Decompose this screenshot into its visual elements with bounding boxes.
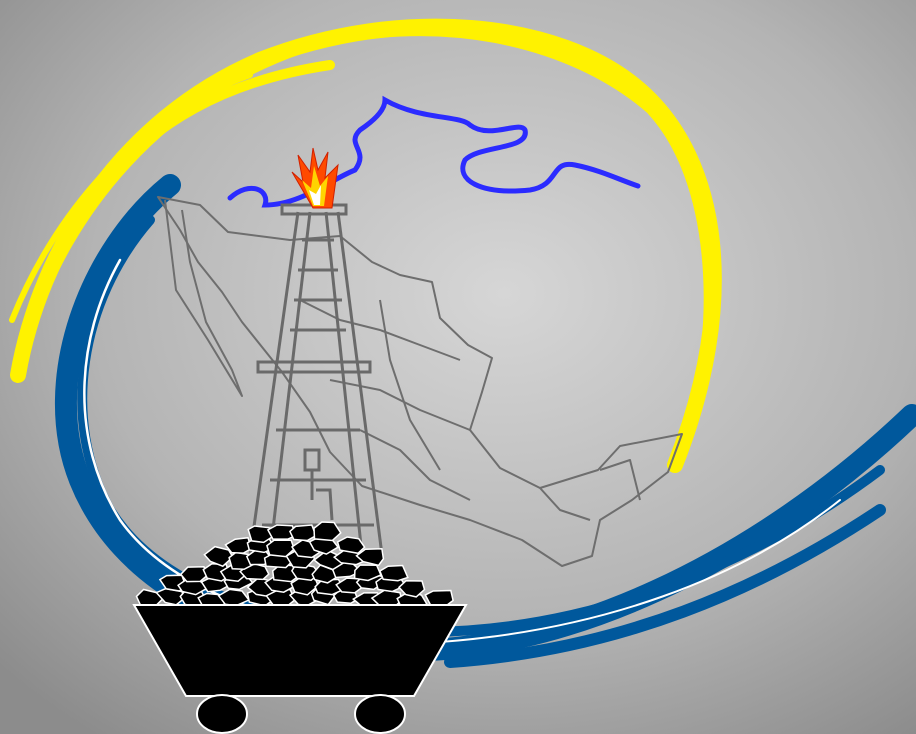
flame	[291, 147, 339, 209]
coal-lump	[266, 524, 298, 540]
coal-lump	[266, 539, 295, 558]
coal-lump	[313, 521, 342, 542]
coal-lump	[397, 579, 426, 598]
cart-wheel	[196, 694, 248, 734]
coal-lump	[179, 566, 209, 583]
coal-pile	[135, 521, 454, 611]
oil-derrick	[248, 203, 384, 556]
coal-lump	[288, 524, 317, 542]
cart-wheel	[354, 694, 406, 734]
coal-lump	[378, 564, 409, 582]
coal-lump	[355, 548, 385, 567]
coal-lump	[314, 578, 346, 596]
coal-lump	[336, 536, 366, 555]
map	[157, 196, 683, 567]
yellow-swoosh	[9, 18, 722, 473]
coal-lump	[224, 536, 253, 554]
mine-cart	[132, 604, 468, 697]
coal-lump	[203, 545, 234, 568]
coal-lump	[312, 549, 347, 571]
